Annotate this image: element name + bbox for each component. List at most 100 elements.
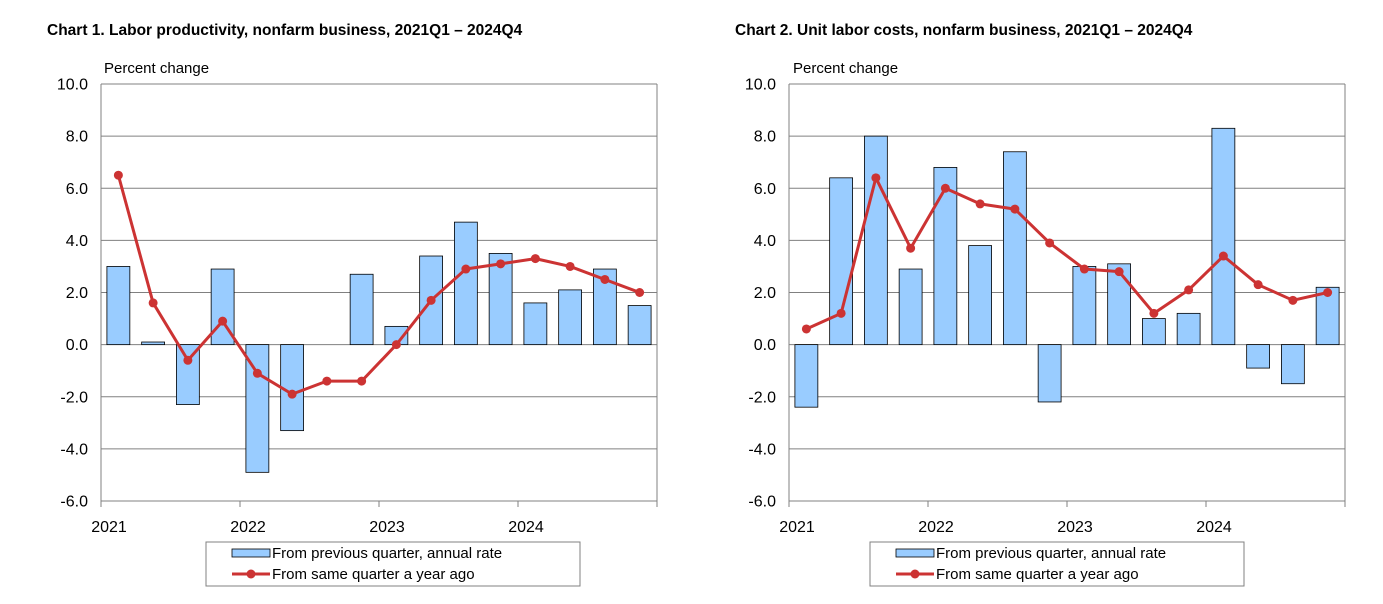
bar [349, 273, 374, 346]
bar [488, 253, 513, 346]
line-point [391, 340, 401, 350]
y-tick-label: 0.0 [66, 337, 88, 354]
y-tick-label: -4.0 [748, 441, 776, 458]
series-line [805, 176, 1328, 331]
bar [933, 166, 958, 346]
y-tick-label: -6.0 [60, 494, 88, 511]
x-tick-label: 2024 [1196, 519, 1232, 536]
line-point [1114, 267, 1124, 277]
bar [829, 177, 853, 346]
line-point [1253, 280, 1263, 290]
bar [1246, 344, 1270, 369]
line-point [871, 173, 881, 183]
bar [558, 289, 582, 346]
series-line [116, 174, 641, 396]
y-tick-label: -2.0 [748, 389, 776, 406]
bar [1107, 263, 1131, 346]
line-point [975, 199, 985, 209]
line-point [252, 368, 262, 378]
bar [1211, 127, 1236, 346]
bar [593, 268, 617, 346]
line-point [357, 376, 367, 386]
bar [106, 266, 131, 346]
bar [1142, 318, 1166, 346]
y-tick-label: 6.0 [66, 181, 88, 198]
y-tick-label: -4.0 [60, 441, 88, 458]
line-point [113, 170, 123, 180]
line-point [906, 243, 916, 253]
x-tick-label: 2021 [91, 519, 127, 536]
legend-line-marker [246, 569, 256, 579]
bar [176, 344, 200, 405]
bar [968, 245, 992, 346]
y-axis-label: Percent change [793, 60, 898, 77]
line-point [1010, 204, 1020, 214]
chart-unit-labor-costs: Chart 2. Unit labor costs, nonfarm busin… [735, 22, 1346, 587]
legend: From previous quarter, annual rate From … [869, 541, 1245, 587]
bar [1037, 344, 1062, 403]
line-point [530, 254, 540, 264]
x-tick-label: 2023 [1057, 519, 1093, 536]
bar [1281, 344, 1305, 385]
line-point [1079, 264, 1089, 274]
line-point [1323, 288, 1333, 297]
line-point [1218, 251, 1228, 261]
bar [898, 268, 923, 346]
y-tick-label: 4.0 [754, 233, 776, 250]
y-tick-label: -6.0 [748, 494, 776, 511]
x-tick-label: 2022 [918, 519, 954, 536]
y-tick-label: 2.0 [66, 285, 88, 302]
legend-bar-label: From previous quarter, annual rate [272, 545, 502, 562]
chart-title: Chart 2. Unit labor costs, nonfarm busin… [735, 22, 1193, 39]
y-tick-label: 8.0 [754, 129, 776, 146]
bar-series [106, 221, 652, 473]
x-tick-label: 2024 [508, 519, 544, 536]
y-tick-label: 10.0 [745, 77, 776, 94]
line-point [1288, 295, 1298, 305]
line-point [836, 308, 846, 318]
legend-bar-label: From previous quarter, annual rate [936, 545, 1166, 562]
bar [454, 221, 478, 346]
line-point [635, 288, 645, 297]
y-tick-label: 6.0 [754, 181, 776, 198]
bar [1003, 151, 1027, 346]
line-point [426, 295, 436, 305]
y-tick-label: 2.0 [754, 285, 776, 302]
bar [627, 305, 652, 346]
legend-line-label: From same quarter a year ago [272, 566, 475, 583]
y-tick-label: 0.0 [754, 337, 776, 354]
line-point [496, 259, 506, 269]
legend-line-marker [910, 569, 920, 579]
legend: From previous quarter, annual rate From … [205, 541, 581, 587]
bar [864, 135, 888, 346]
bar-series [794, 127, 1340, 408]
line-point [287, 389, 297, 399]
bar [794, 344, 819, 408]
legend-bar-swatch [231, 548, 271, 558]
chart-labor-productivity: Chart 1. Labor productivity, nonfarm bus… [47, 22, 658, 587]
bar [1072, 266, 1097, 346]
chart-title: Chart 1. Labor productivity, nonfarm bus… [47, 22, 523, 39]
line-point [183, 355, 193, 365]
x-tick-label: 2023 [369, 519, 405, 536]
x-tick-label: 2021 [779, 519, 815, 536]
line-point [801, 324, 811, 334]
line-series [801, 173, 1333, 334]
bar [1315, 286, 1340, 346]
line-point [218, 316, 228, 326]
line-series [113, 170, 645, 399]
line-point [1149, 308, 1159, 318]
line-point [565, 261, 575, 271]
line-point [600, 274, 610, 284]
bar [523, 302, 548, 346]
bar [1176, 312, 1201, 346]
line-point [1045, 238, 1055, 248]
x-tick-label: 2022 [230, 519, 266, 536]
y-tick-label: 8.0 [66, 129, 88, 146]
line-point [322, 376, 332, 386]
line-point [461, 264, 471, 274]
